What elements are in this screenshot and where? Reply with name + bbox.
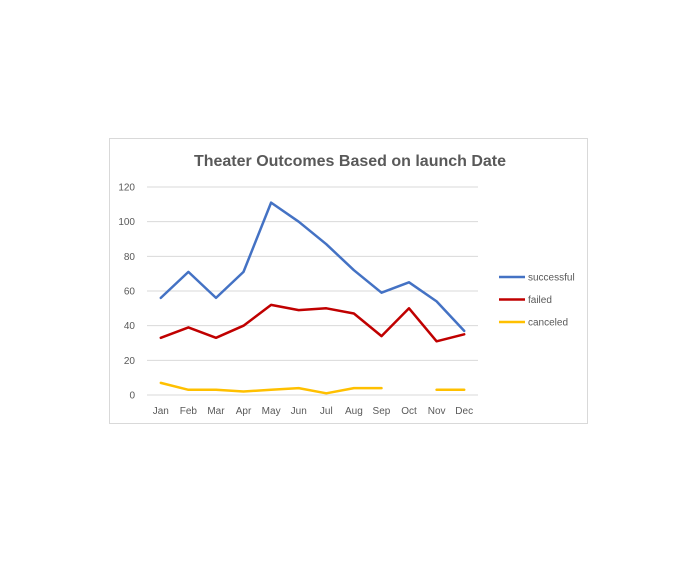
line-chart: Theater Outcomes Based on launch Date 0 2…: [118, 153, 575, 417]
legend: successful failed canceled: [499, 273, 575, 329]
x-axis-ticks: Jan Feb Mar Apr May Jun Jul Aug Sep Oct Nov Dec: [153, 406, 473, 417]
legend-label-failed: failed: [528, 295, 552, 306]
x-tick-label: Jul: [320, 406, 333, 417]
gridlines: [147, 186, 478, 396]
x-tick-label: May: [262, 406, 281, 417]
x-tick-label: Jan: [153, 406, 169, 417]
x-tick-label: Dec: [455, 406, 473, 417]
x-tick-label: Oct: [401, 406, 417, 417]
chart-container: Theater Outcomes Based on launch Date 0 2…: [109, 138, 588, 424]
x-tick-label: Mar: [207, 406, 225, 417]
legend-label-canceled: canceled: [528, 318, 568, 329]
x-tick-label: Sep: [373, 406, 391, 417]
y-tick-label: 120: [118, 183, 135, 194]
x-tick-label: Jun: [291, 406, 307, 417]
y-tick-label: 80: [124, 252, 136, 263]
y-tick-label: 60: [124, 287, 136, 298]
series-line-canceled: [159, 381, 383, 395]
x-tick-label: Feb: [180, 406, 198, 417]
y-tick-label: 20: [124, 356, 136, 367]
y-axis-ticks: 0 20 40 60 80 100 120: [118, 183, 135, 402]
y-tick-label: 0: [129, 391, 135, 402]
series-lines: [159, 201, 466, 395]
series-line-successful: [159, 201, 466, 333]
y-tick-label: 100: [118, 217, 135, 228]
y-tick-label: 40: [124, 321, 136, 332]
x-tick-label: Nov: [428, 406, 446, 417]
x-tick-label: Apr: [236, 406, 252, 417]
legend-label-successful: successful: [528, 273, 575, 284]
series-line-failed: [159, 303, 466, 343]
x-tick-label: Aug: [345, 406, 363, 417]
chart-title: Theater Outcomes Based on launch Date: [194, 153, 506, 170]
